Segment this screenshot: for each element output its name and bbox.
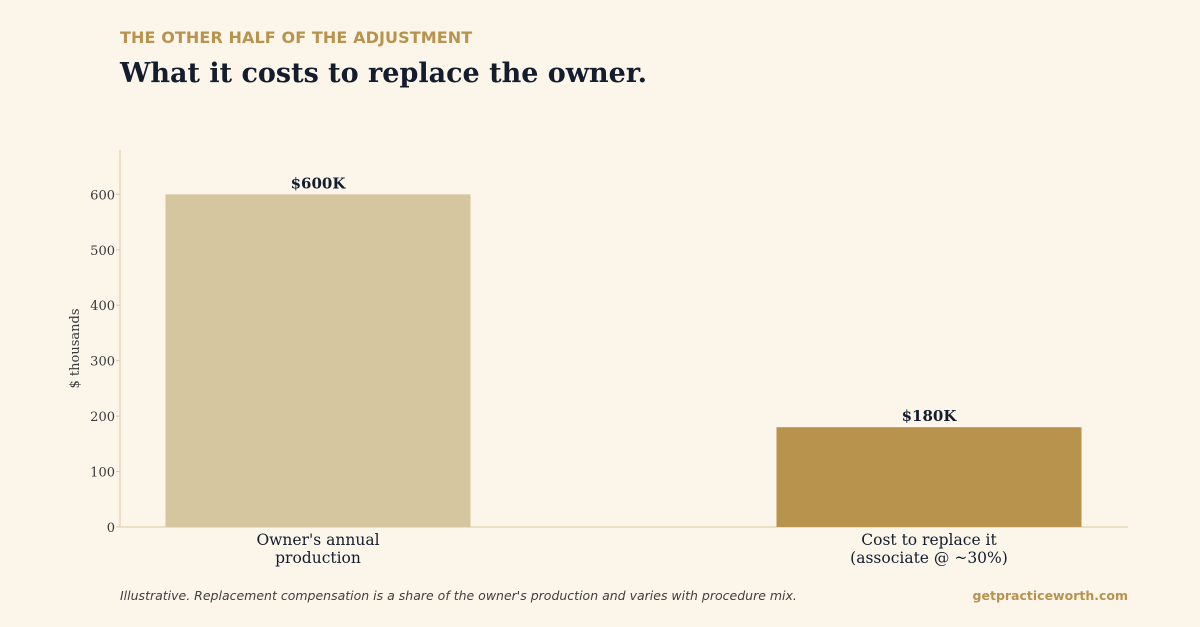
x-category-label: Cost to replace it (associate @ ~30%) xyxy=(850,531,1008,567)
y-tick-label: 200 xyxy=(90,410,115,425)
bar xyxy=(776,427,1082,527)
y-tick-label: 100 xyxy=(90,466,115,481)
y-tick-label: 300 xyxy=(90,355,115,370)
x-category-label: Owner's annual production xyxy=(256,531,379,567)
bar xyxy=(165,194,471,527)
chart-footnote: Illustrative. Replacement compensation i… xyxy=(120,588,797,603)
y-axis-label: $ thousands xyxy=(68,309,83,389)
bar-data-label: $600K xyxy=(291,174,347,192)
y-tick-label: 600 xyxy=(90,188,115,203)
y-tick-label: 0 xyxy=(107,521,115,536)
y-tick-label: 500 xyxy=(90,244,115,259)
y-tick-label: 400 xyxy=(90,299,115,314)
chart-title: What it costs to replace the owner. xyxy=(120,58,647,89)
chart-eyebrow: THE OTHER HALF OF THE ADJUSTMENT xyxy=(120,28,473,47)
site-link[interactable]: getpracticeworth.com xyxy=(972,588,1128,603)
bar-data-label: $180K xyxy=(902,407,958,425)
